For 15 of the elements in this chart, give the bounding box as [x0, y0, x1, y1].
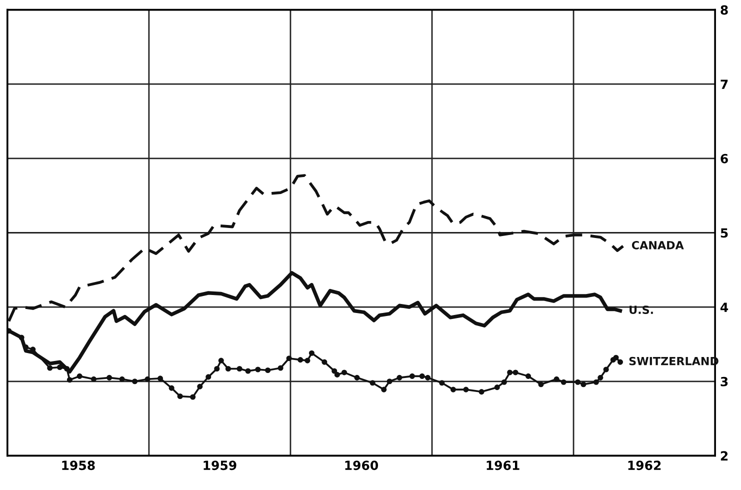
x-tick-label: 1959 [204, 460, 236, 470]
y-tick-label: 6 [720, 154, 728, 164]
x-tick-label: 1960 [345, 460, 378, 470]
x-tick-label: 1962 [628, 460, 661, 470]
y-tick-label: 2 [720, 451, 728, 460]
y-tick-label: 5 [720, 228, 728, 238]
y-tick-label: 4 [720, 302, 728, 312]
x-tick-label: 1961 [486, 460, 520, 470]
y-tick-label: 3 [720, 376, 728, 386]
x-tick-label: 1958 [62, 460, 95, 470]
y-tick-label: 8 [720, 5, 728, 15]
line-series [7, 174, 624, 323]
series-label: CANADA [632, 240, 684, 250]
y-tick-label: 7 [720, 80, 728, 89]
series-label: U.S. [630, 306, 653, 314]
